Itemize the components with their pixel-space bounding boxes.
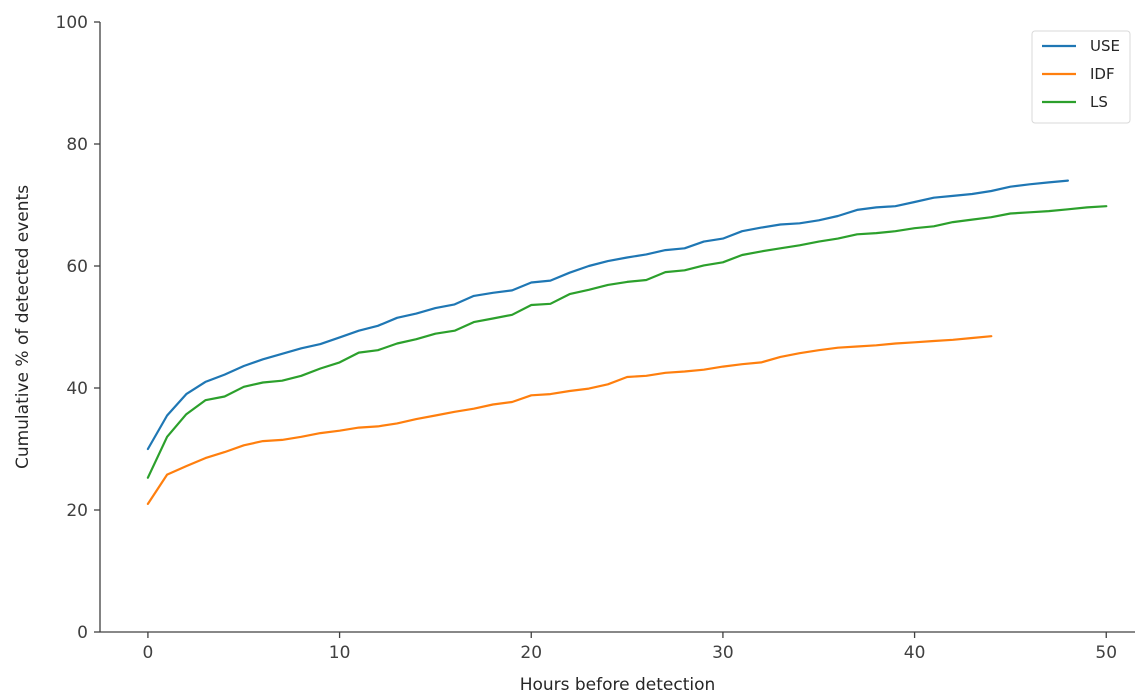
series-line-ls <box>146 205 1108 479</box>
x-tick-label: 40 <box>904 643 926 663</box>
series-group <box>146 179 1108 505</box>
legend-label-use: USE <box>1090 37 1120 55</box>
y-axis-label: Cumulative % of detected events <box>13 185 33 469</box>
series-line-use <box>146 179 1070 451</box>
x-tick-label: 10 <box>329 643 351 663</box>
x-tick-label: 30 <box>712 643 734 663</box>
series-line-idf <box>146 335 993 505</box>
y-tick-label: 0 <box>77 623 88 643</box>
axes: 0 20 40 60 80 100 0 10 20 30 40 50 <box>56 13 1135 663</box>
y-tick-label: 40 <box>66 379 88 399</box>
x-tick-label: 0 <box>143 643 154 663</box>
x-axis-label: Hours before detection <box>520 675 716 695</box>
y-tick-label: 80 <box>66 135 88 155</box>
y-tick-label: 20 <box>66 501 88 521</box>
legend-label-ls: LS <box>1090 93 1108 111</box>
legend-label-idf: IDF <box>1090 65 1115 83</box>
x-tick-label: 50 <box>1095 643 1117 663</box>
legend: USE IDF LS <box>1031 30 1131 124</box>
y-tick-label: 60 <box>66 257 88 277</box>
y-tick-label: 100 <box>56 13 88 33</box>
x-tick-label: 20 <box>520 643 542 663</box>
legend-box <box>1031 30 1131 124</box>
